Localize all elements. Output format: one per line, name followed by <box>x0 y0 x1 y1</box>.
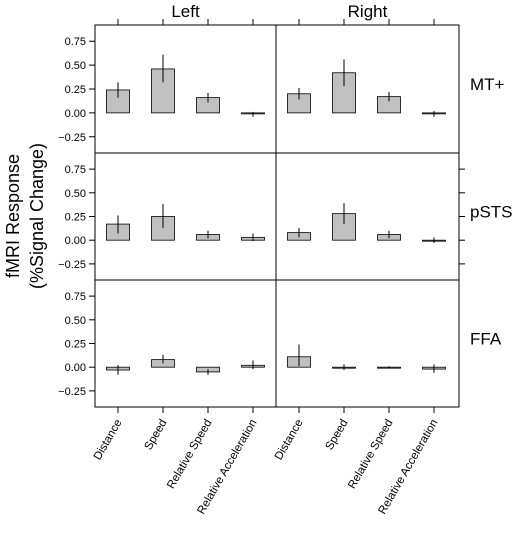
y-tick-label: 0.75 <box>65 291 86 303</box>
panel-ffa-right <box>287 344 446 373</box>
y-tick-label: 0.25 <box>65 212 86 224</box>
y-tick-label: 0.50 <box>65 315 86 327</box>
chart-panels <box>106 54 446 375</box>
y-tick-label: 0.25 <box>65 84 86 96</box>
y-tick-label: 0.75 <box>65 164 86 176</box>
panel-psts-left <box>106 204 265 242</box>
y-tick-label: −0.25 <box>58 386 86 398</box>
y-tick-label: 0.50 <box>65 60 86 72</box>
column-title: Left <box>171 2 200 21</box>
row-title: MT+ <box>470 75 505 94</box>
category-label: Speed <box>324 418 351 453</box>
y-tick-label: 0.25 <box>65 339 86 351</box>
category-label: Distance <box>273 418 306 463</box>
chart-labels: −0.25 0.00 0.25 0.50 0.75 −0.25 0.00 0.25 0.50 0.… <box>3 2 513 517</box>
category-label: Relative Speed <box>346 418 395 492</box>
y-tick-label: 0.75 <box>65 36 86 48</box>
y-tick-label: −0.25 <box>58 132 86 144</box>
chart-frame <box>89 19 465 413</box>
y-axis-title-line1: fMRI Response <box>3 154 23 278</box>
panel-ffa-left <box>106 354 265 375</box>
column-title: Right <box>348 2 388 21</box>
y-tick-label: −0.25 <box>58 259 86 271</box>
panel-mt-right <box>287 59 446 117</box>
row-title: FFA <box>470 329 502 348</box>
y-tick-label: 0.00 <box>65 362 86 374</box>
y-tick-label: 0.50 <box>65 188 86 200</box>
category-label: Distance <box>92 418 125 463</box>
row-title: pSTS <box>470 202 513 221</box>
y-tick-label: 0.00 <box>65 235 86 247</box>
panel-mt-left <box>106 54 265 117</box>
plot-border <box>94 24 460 408</box>
category-label: Relative Speed <box>165 418 214 492</box>
y-axis-title-line2: (%Signal Change) <box>27 143 47 289</box>
panel-psts-right <box>287 203 446 244</box>
y-tick-label: 0.00 <box>65 108 86 120</box>
category-label: Speed <box>143 418 170 453</box>
